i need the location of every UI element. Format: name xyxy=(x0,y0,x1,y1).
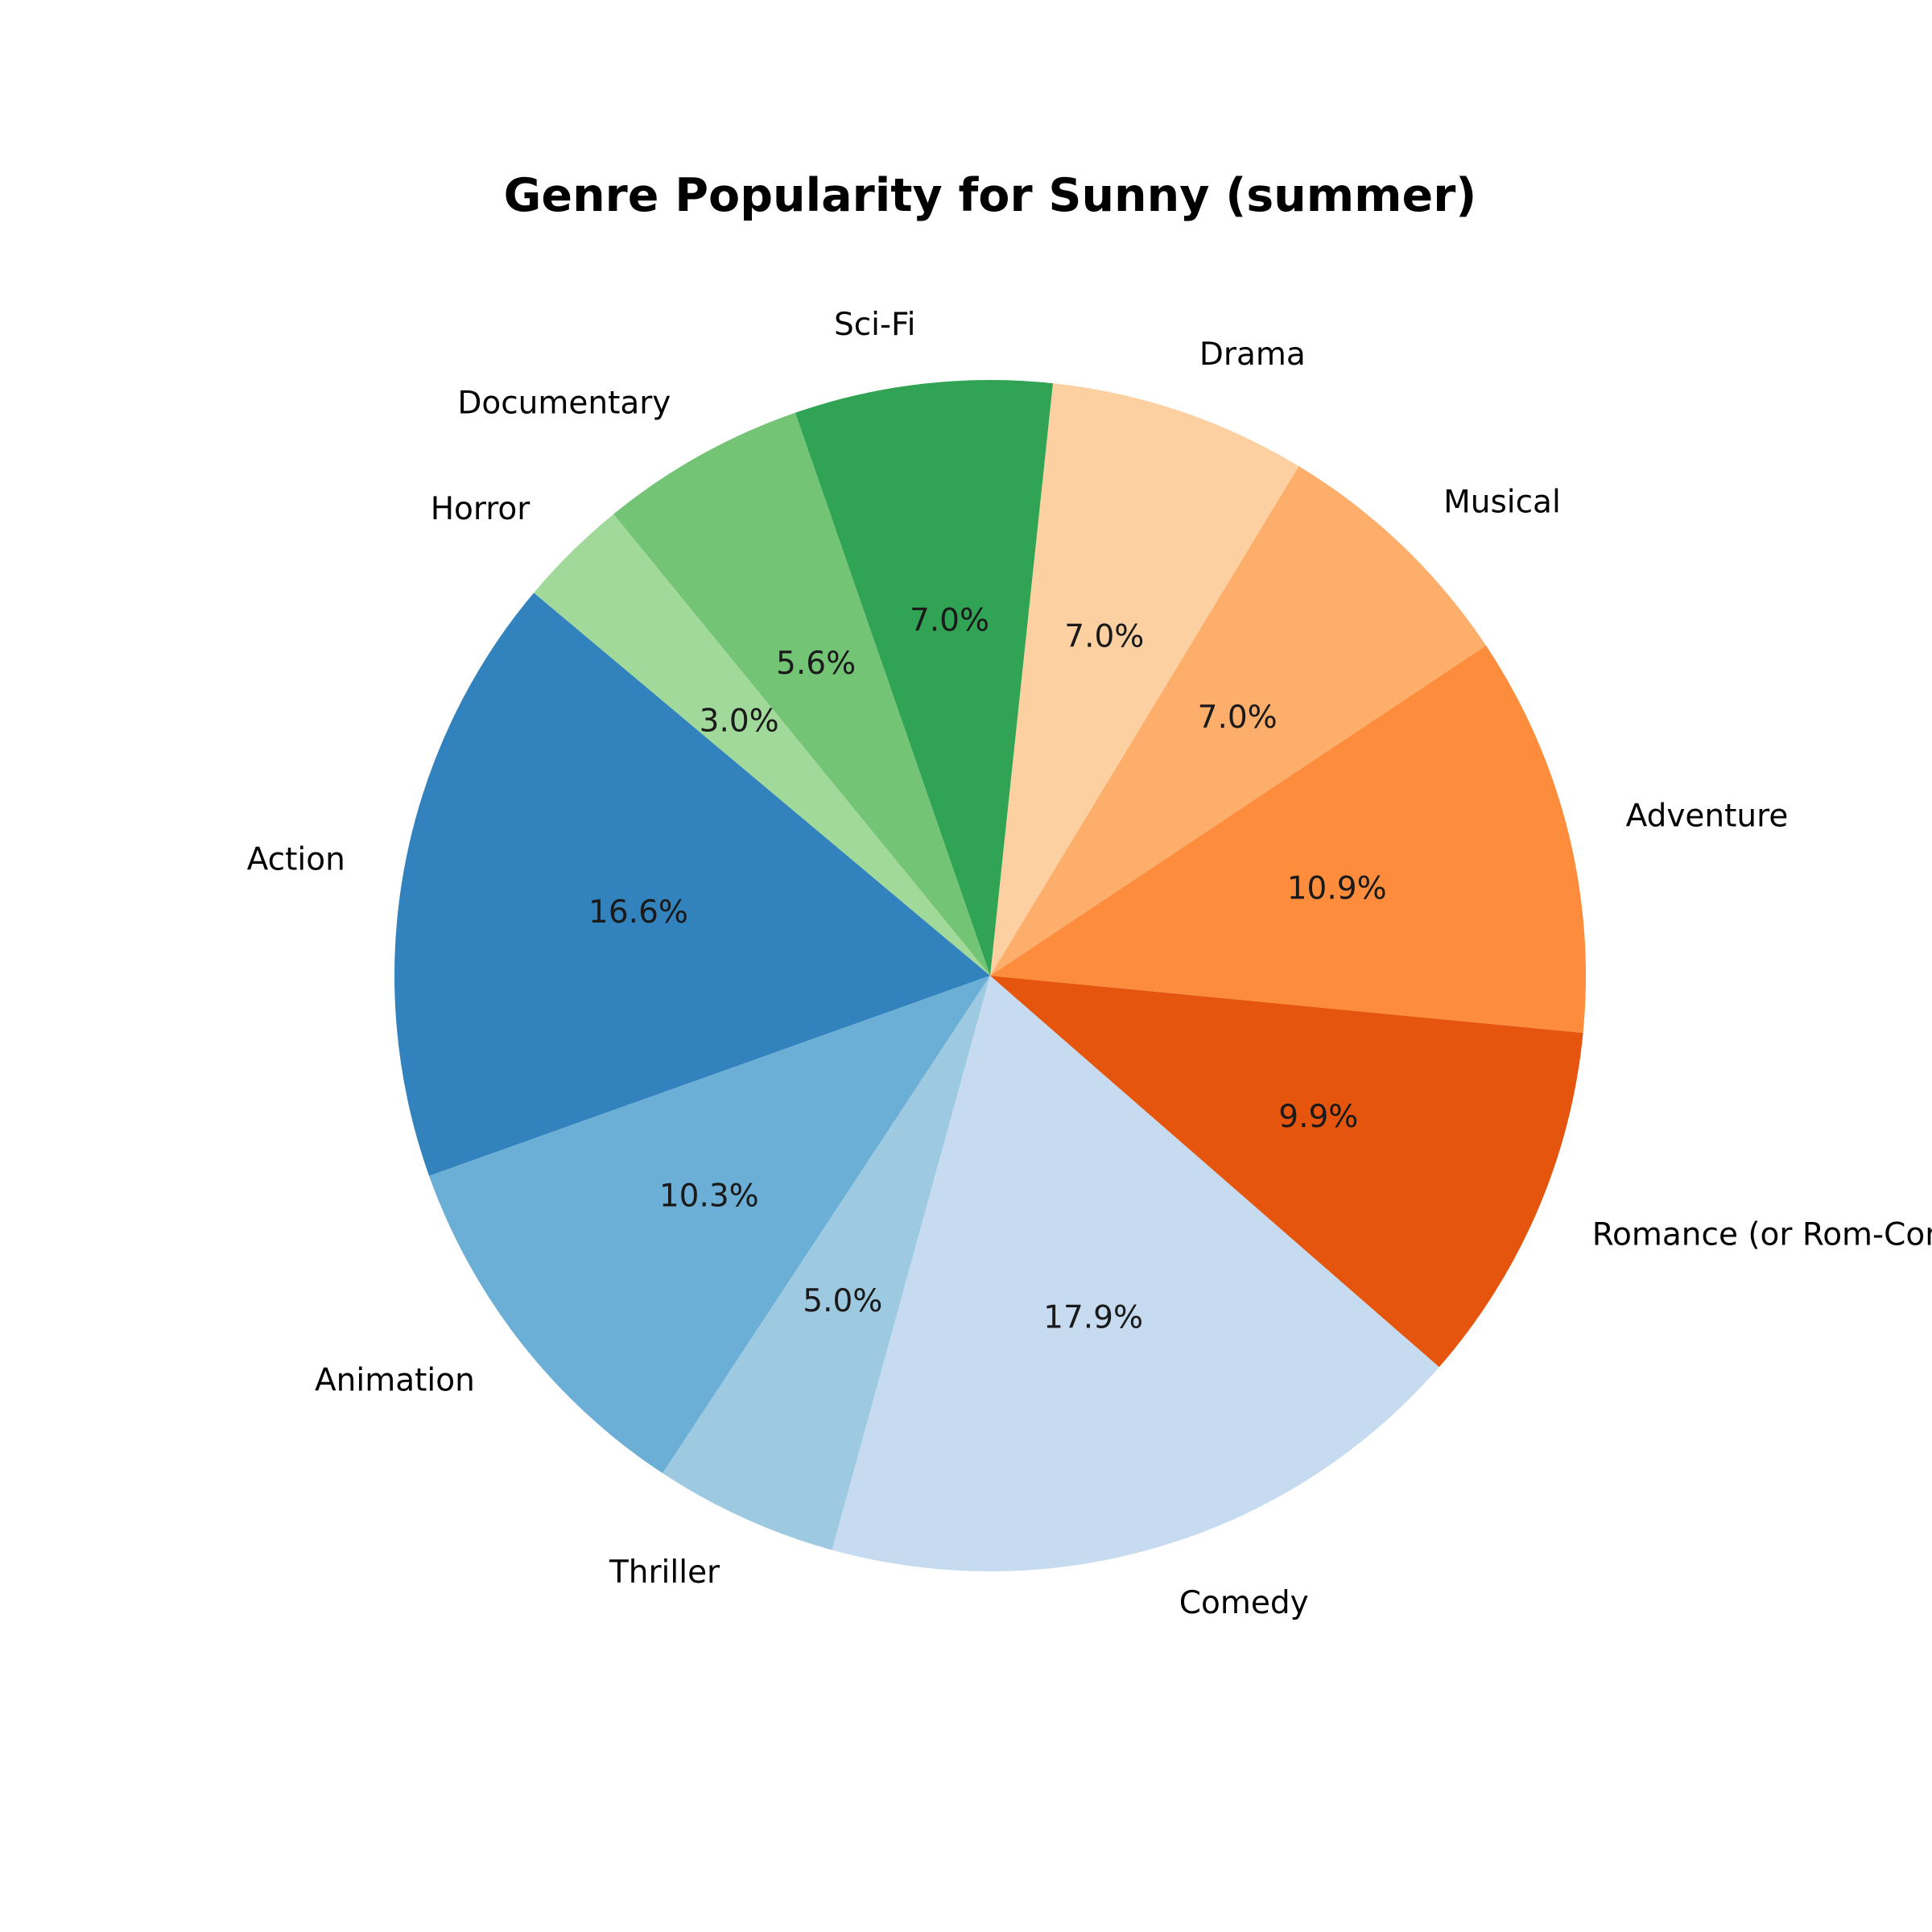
slice-label-adventure: Adventure xyxy=(1626,799,1789,835)
slice-label-drama: Drama xyxy=(1199,336,1306,373)
slice-label-musical: Musical xyxy=(1443,485,1561,521)
slice-percent-comedy: 17.9% xyxy=(1043,1300,1143,1336)
pie-slice-comedy xyxy=(832,976,1439,1572)
slice-percent-musical: 7.0% xyxy=(1198,700,1278,736)
slice-label-thriller: Thriller xyxy=(609,1554,720,1591)
slice-percent-action: 16.6% xyxy=(588,894,688,931)
slice-label-animation: Animation xyxy=(315,1362,475,1398)
pie-slice-romance-or-rom-com xyxy=(990,976,1583,1368)
slice-percent-horror: 3.0% xyxy=(700,703,779,739)
slice-label-romance-or-rom-com: Romance (or Rom-Com) xyxy=(1592,1216,1932,1253)
pie-slice-action xyxy=(394,592,990,1176)
slice-percent-romance-or-rom-com: 9.9% xyxy=(1278,1099,1358,1135)
slice-percent-documentary: 5.6% xyxy=(776,646,856,682)
slice-percent-sci-fi: 7.0% xyxy=(910,602,989,638)
pie-slice-drama xyxy=(990,383,1299,976)
pie-slice-thriller xyxy=(663,976,990,1550)
pie-slice-sci-fi xyxy=(795,380,1053,976)
pie-labels: Action 16.6% Animation 10.3% Thriller 5.0% Com… xyxy=(247,307,1932,1621)
pie-slices xyxy=(394,380,1586,1572)
slice-label-documentary: Documentary xyxy=(457,386,671,422)
pie-slice-animation xyxy=(429,976,990,1474)
pie-slice-musical xyxy=(990,466,1486,976)
slice-label-sci-fi: Sci-Fi xyxy=(834,307,916,343)
pie-slice-horror xyxy=(534,514,990,976)
chart-title: Genre Popularity for Sunny (summer) xyxy=(504,169,1477,222)
slice-percent-adventure: 10.9% xyxy=(1287,871,1387,907)
slice-percent-animation: 10.3% xyxy=(659,1179,759,1215)
slice-percent-thriller: 5.0% xyxy=(803,1283,882,1319)
slice-label-horror: Horror xyxy=(431,491,531,527)
pie-slice-adventure xyxy=(990,645,1586,1034)
slice-percent-drama: 7.0% xyxy=(1064,619,1144,655)
slice-label-action: Action xyxy=(247,842,345,878)
slice-label-comedy: Comedy xyxy=(1179,1585,1309,1621)
pie-slice-documentary xyxy=(613,412,990,976)
